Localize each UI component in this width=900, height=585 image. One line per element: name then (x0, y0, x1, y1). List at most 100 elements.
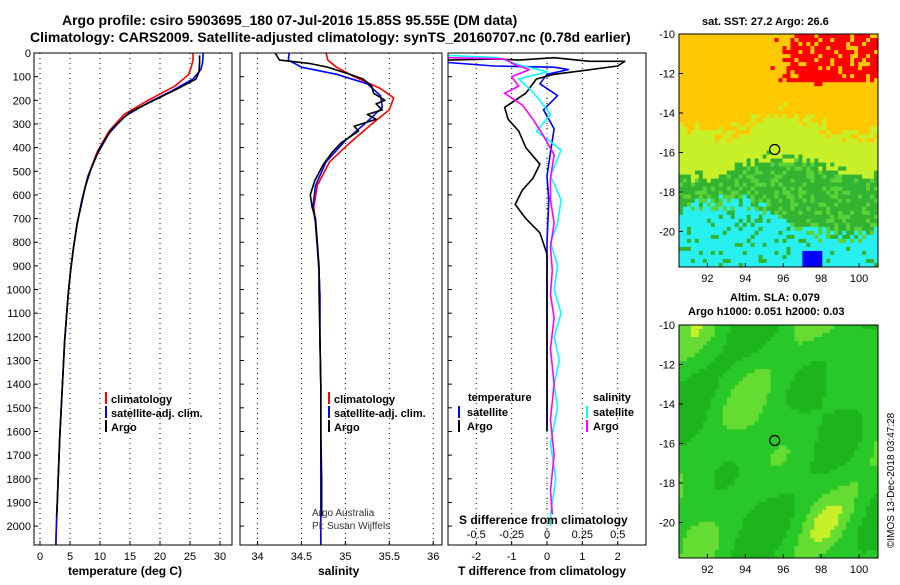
map-cell (862, 122, 866, 126)
map-cell (858, 458, 862, 462)
map-cell (727, 231, 731, 235)
map-cell (779, 345, 783, 349)
map-cell (695, 74, 699, 78)
map-cell (779, 114, 783, 118)
map-cell (790, 442, 794, 446)
map-cell (727, 66, 731, 70)
map-cell (798, 442, 802, 446)
map-cell (834, 337, 838, 341)
map-cell (802, 454, 806, 458)
map-cell (707, 373, 711, 377)
map-cell (759, 215, 763, 219)
map-cell (775, 458, 779, 462)
map-cell (735, 450, 739, 454)
map-cell (830, 413, 834, 417)
map-cell (731, 259, 735, 263)
map-cell (830, 239, 834, 243)
map-cell (723, 349, 727, 353)
map-cell (711, 337, 715, 341)
map-cell (858, 235, 862, 239)
map-cell (830, 114, 834, 118)
map-cell (711, 179, 715, 183)
map-cell (775, 183, 779, 187)
map-cell (767, 353, 771, 357)
map-cell (723, 114, 727, 118)
map-cell (695, 146, 699, 150)
map-cell (707, 369, 711, 373)
map-cell (810, 134, 814, 138)
map-cell (743, 46, 747, 50)
map-cell (731, 361, 735, 365)
map-cell (747, 243, 751, 247)
map-cell (802, 401, 806, 405)
map-cell (723, 74, 727, 78)
map-cell (683, 134, 687, 138)
map-cell (779, 337, 783, 341)
map-cell (782, 167, 786, 171)
map-cell (822, 98, 826, 102)
map-cell (782, 54, 786, 58)
map-cell (727, 62, 731, 66)
map-cell (782, 78, 786, 82)
map-cell (822, 110, 826, 114)
map-cell (858, 345, 862, 349)
x-tick-label: 0 (37, 551, 43, 563)
map-cell (767, 163, 771, 167)
map-cell (854, 34, 858, 38)
map-cell (854, 413, 858, 417)
map-cell (794, 442, 798, 446)
map-cell (731, 393, 735, 397)
map-cell (763, 163, 767, 167)
map-cell (755, 442, 759, 446)
map-cell (719, 349, 723, 353)
map-cell (687, 421, 691, 425)
map-cell (779, 255, 783, 259)
map-cell (810, 151, 814, 155)
map-cell (679, 259, 683, 263)
map-cell (782, 259, 786, 263)
map-cell (759, 231, 763, 235)
map-cell (679, 78, 683, 82)
map-cell (751, 466, 755, 470)
map-cell (826, 369, 830, 373)
map-cell (866, 223, 870, 227)
map-cell (691, 442, 695, 446)
map-cell (755, 429, 759, 433)
map-cell (751, 175, 755, 179)
map-cell (743, 106, 747, 110)
map-cell (747, 219, 751, 223)
map-cell (727, 70, 731, 74)
map-cell (850, 345, 854, 349)
map-cell (810, 474, 814, 478)
map-cell (763, 86, 767, 90)
map-cell (858, 405, 862, 409)
map-cell (687, 417, 691, 421)
map-cell (743, 365, 747, 369)
map-cell (771, 54, 775, 58)
map-cell (763, 349, 767, 353)
map-cell (846, 417, 850, 421)
map-cell (695, 122, 699, 126)
x-tick-label: 5 (67, 551, 73, 563)
map-cell (727, 325, 731, 329)
map-cell (683, 369, 687, 373)
map-cell (723, 58, 727, 62)
map-cell (743, 243, 747, 247)
map-cell (822, 46, 826, 50)
map-cell (751, 98, 755, 102)
map-cell (739, 211, 743, 215)
map-cell (842, 462, 846, 466)
map-cell (771, 454, 775, 458)
top-tick-label: 0.25 (572, 529, 593, 541)
map-cell (794, 175, 798, 179)
map-cell (850, 191, 854, 195)
map-cell (743, 474, 747, 478)
map-cell (723, 454, 727, 458)
map-cell (695, 325, 699, 329)
map-cell (858, 78, 862, 82)
map-cell (707, 146, 711, 150)
map-cell (870, 397, 874, 401)
map-cell (862, 417, 866, 421)
map-cell (810, 329, 814, 333)
map-cell (683, 42, 687, 46)
